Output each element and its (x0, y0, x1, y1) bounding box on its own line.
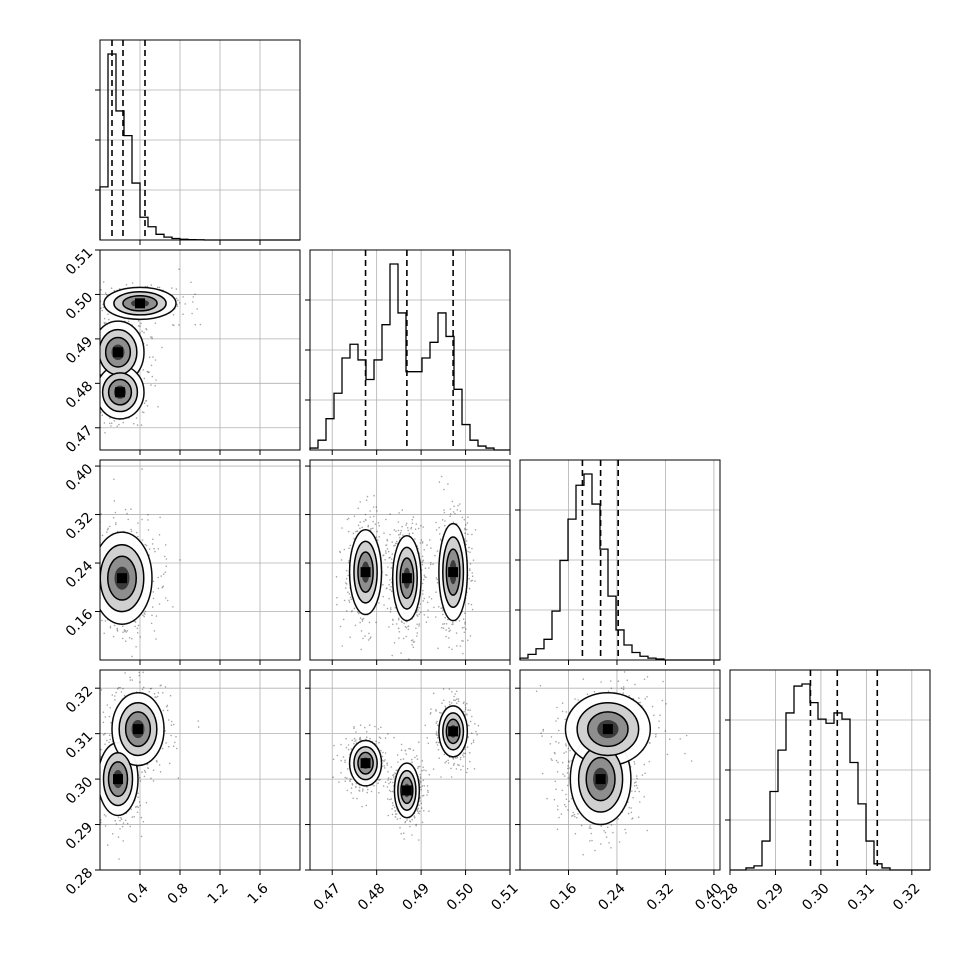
panel-3-0 (95, 669, 301, 875)
panel-frame (309, 669, 511, 871)
x-tick-label: 0.32 (644, 880, 677, 913)
x-tick-label: 0.30 (799, 880, 832, 913)
panel-3-2 (515, 669, 721, 875)
histogram-step (730, 683, 930, 871)
x-tick-label: 0.8 (165, 880, 192, 907)
histogram-step (99, 53, 300, 241)
density-peak (401, 573, 412, 584)
panel-frame (519, 459, 721, 661)
x-tick-label: 0.51 (488, 880, 521, 913)
density-layer (535, 671, 693, 856)
panel-2-0 (95, 459, 301, 665)
panel-1-0 (95, 249, 301, 455)
density-peak (117, 573, 127, 584)
y-tick-label: 0.16 (63, 606, 96, 639)
x-tick-label: 0.29 (754, 880, 787, 913)
panel-frame (99, 249, 301, 451)
panel-frame (729, 669, 931, 871)
panel-3-3 (725, 669, 931, 875)
y-tick-label: 0.49 (63, 334, 96, 367)
x-tick-label: 0.4 (125, 880, 152, 907)
panel-frame (99, 39, 301, 241)
panel-frame (309, 249, 511, 451)
density-layer (100, 670, 200, 860)
panel-2-2 (515, 459, 721, 665)
y-tick-label: 0.32 (63, 683, 96, 716)
x-tick-label: 0.16 (547, 880, 580, 913)
x-tick-label: 0.47 (311, 880, 344, 913)
density-peak (448, 726, 459, 737)
panel-3-1 (305, 669, 511, 875)
density-peak (135, 298, 145, 309)
density-peak (360, 567, 371, 578)
density-peak (113, 347, 123, 358)
panel-frame (99, 459, 301, 661)
x-tick-label: 0.49 (399, 880, 432, 913)
y-tick-label: 0.40 (63, 461, 96, 494)
panel-frame (99, 669, 301, 871)
y-tick-label: 0.51 (63, 245, 96, 278)
x-tick-label: 0.24 (595, 880, 628, 913)
histogram-step (309, 263, 510, 451)
x-tick-label: 0.48 (355, 880, 388, 913)
x-tick-label: 0.32 (890, 880, 923, 913)
density-peak (115, 387, 125, 398)
panel-0-0 (95, 39, 301, 245)
x-tick-label: 0.31 (845, 880, 878, 913)
y-tick-label: 0.28 (63, 865, 96, 898)
x-tick-label: 0.50 (444, 880, 477, 913)
density-peak (113, 774, 123, 785)
panel-frame (309, 459, 511, 661)
x-tick-label: 1.6 (245, 880, 272, 907)
histogram-step (519, 473, 720, 661)
panel-1-1 (305, 249, 511, 455)
density-layer (332, 688, 480, 841)
density-peak (448, 567, 459, 578)
density-peak (401, 785, 412, 796)
density-peak (595, 774, 606, 785)
y-tick-label: 0.24 (63, 558, 96, 591)
y-tick-label: 0.32 (63, 510, 96, 543)
y-tick-label: 0.31 (63, 729, 96, 762)
density-layer (100, 268, 202, 434)
panel-2-1 (305, 459, 511, 665)
panel-frame (519, 669, 721, 871)
density-layer (335, 475, 477, 660)
y-tick-label: 0.30 (63, 774, 96, 807)
density-layer (100, 468, 181, 658)
density-peak (133, 724, 143, 735)
x-tick-label: 1.2 (205, 880, 232, 907)
y-tick-label: 0.29 (63, 820, 96, 853)
y-tick-label: 0.50 (63, 289, 96, 322)
y-tick-label: 0.48 (63, 378, 96, 411)
density-peak (602, 724, 613, 735)
density-peak (360, 758, 371, 769)
y-tick-label: 0.47 (63, 423, 96, 456)
